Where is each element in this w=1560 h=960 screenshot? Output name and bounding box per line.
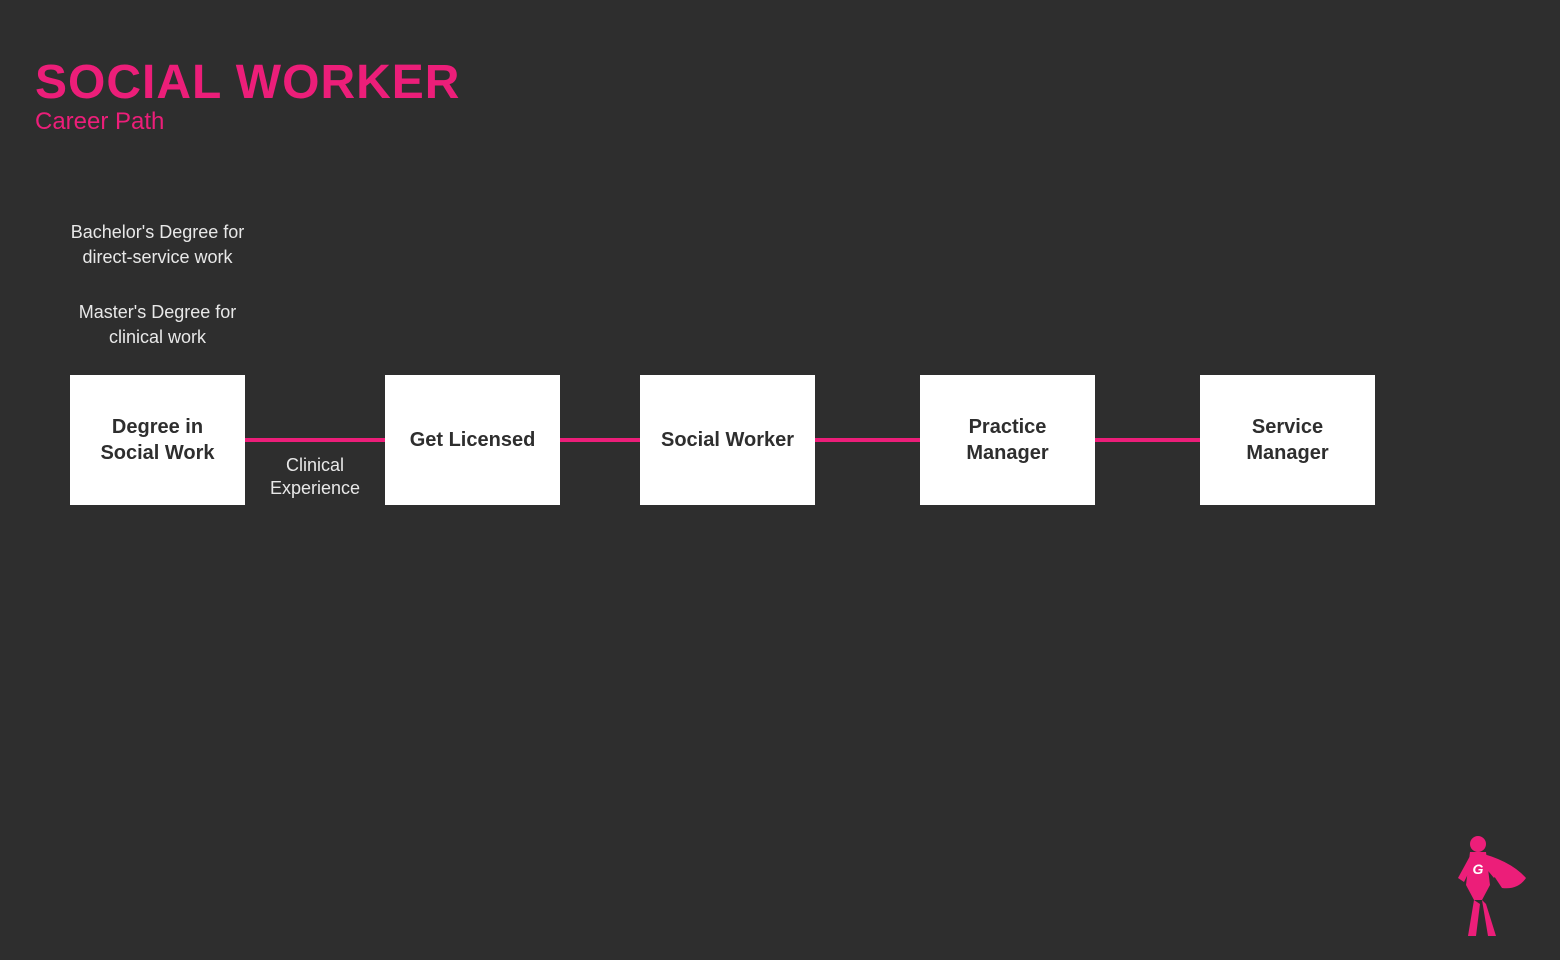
connector-4: [1095, 438, 1200, 442]
page-title: SOCIAL WORKER: [35, 55, 460, 110]
connector-1-label: Clinical Experience: [260, 454, 370, 501]
connector-1: [245, 438, 385, 442]
connector-3: [815, 438, 920, 442]
flow-box-social-worker: Social Worker: [640, 375, 815, 505]
logo-letter: G: [1473, 861, 1484, 877]
brand-logo-icon: G: [1440, 830, 1530, 940]
flow-box-practice-manager: Practice Manager: [920, 375, 1095, 505]
flow-box-licensed: Get Licensed: [385, 375, 560, 505]
connector-2: [560, 438, 640, 442]
flow-box-service-manager: Service Manager: [1200, 375, 1375, 505]
flow-box-degree: Degree in Social Work: [70, 375, 245, 505]
degree-note-1: Bachelor's Degree for direct-service wor…: [70, 220, 245, 270]
page-subtitle: Career Path: [35, 108, 164, 136]
degree-note-2: Master's Degree for clinical work: [70, 300, 245, 350]
